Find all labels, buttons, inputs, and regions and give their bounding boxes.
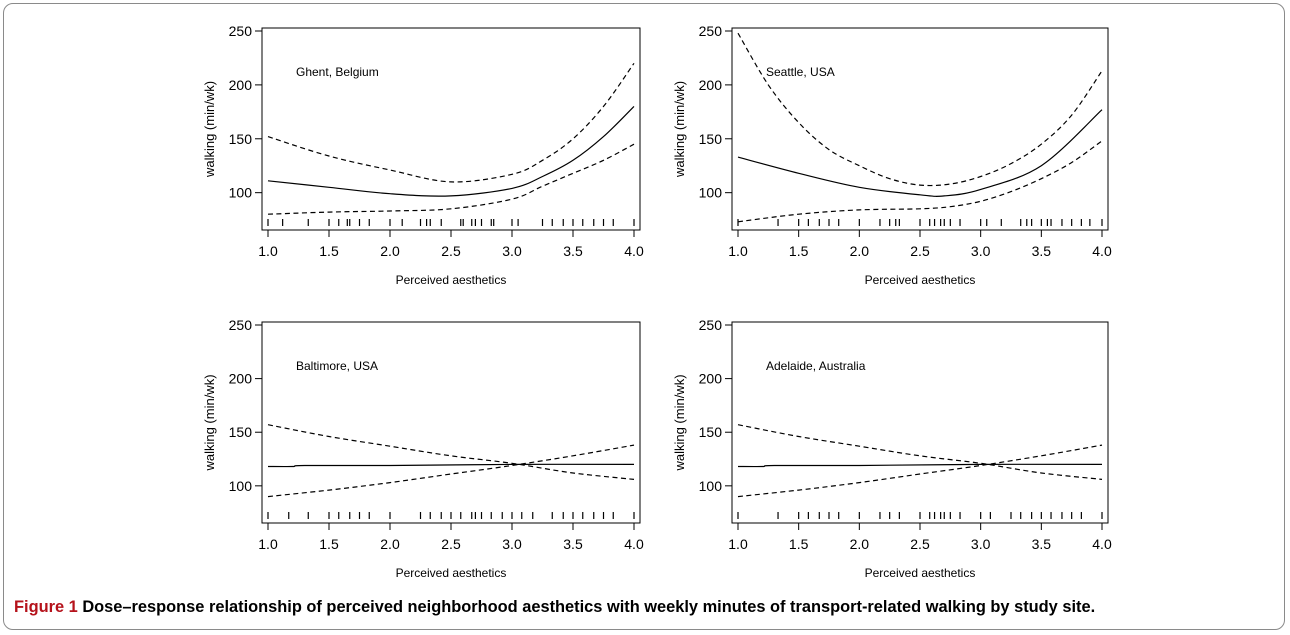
y-tick-label: 100: [699, 478, 723, 494]
x-tick-label: 3.0: [971, 243, 991, 259]
estimate-line: [267, 463, 635, 468]
x-tick-label: 2.0: [380, 243, 400, 259]
x-tick-label: 4.0: [624, 243, 644, 259]
y-tick-label: 250: [699, 23, 723, 39]
plot-frame: [261, 321, 641, 524]
upper-ci-line: [737, 32, 1103, 187]
x-axis-label: Perceived aesthetics: [396, 273, 507, 287]
x-tick-label: 1.5: [789, 243, 809, 259]
x-axis-label: Perceived aesthetics: [865, 566, 976, 580]
y-tick-label: 150: [699, 131, 723, 147]
x-tick-label: 3.0: [502, 536, 522, 552]
upper-ci-line: [267, 62, 635, 183]
x-tick-label: 2.5: [441, 536, 461, 552]
x-tick-label: 3.5: [1032, 243, 1052, 259]
y-tick-label: 150: [699, 424, 723, 440]
y-tick-label: 250: [699, 317, 723, 333]
y-tick-label: 200: [699, 371, 723, 387]
y-tick-label: 200: [229, 77, 253, 93]
estimate-line: [267, 105, 635, 197]
panel-label: Adelaide, Australia: [766, 359, 866, 373]
y-tick-label: 250: [229, 23, 253, 39]
x-tick-label: 3.5: [563, 536, 583, 552]
lower-ci-line: [737, 444, 1103, 498]
y-tick-label: 200: [229, 371, 253, 387]
y-tick-label: 250: [229, 317, 253, 333]
y-axis-label: walking (min/wk): [672, 374, 687, 471]
x-axis-label: Perceived aesthetics: [865, 273, 976, 287]
x-tick-label: 1.5: [319, 243, 339, 259]
x-axis-label: Perceived aesthetics: [396, 566, 507, 580]
panel-label: Seattle, USA: [766, 65, 835, 79]
y-axis-label: walking (min/wk): [672, 81, 687, 178]
x-tick-label: 2.0: [850, 243, 870, 259]
x-tick-label: 3.5: [1032, 536, 1052, 552]
x-tick-label: 1.0: [258, 243, 278, 259]
plot-frame: [731, 27, 1109, 231]
plot-frame: [731, 321, 1109, 524]
estimate-line: [737, 463, 1103, 468]
x-tick-label: 1.0: [728, 536, 748, 552]
y-tick-label: 150: [229, 131, 253, 147]
figure-frame: [3, 3, 1285, 630]
y-tick-label: 100: [699, 185, 723, 201]
estimate-line: [737, 109, 1103, 197]
x-tick-label: 3.0: [502, 243, 522, 259]
x-tick-label: 2.5: [910, 536, 930, 552]
figure-caption: Figure 1 Dose–response relationship of p…: [14, 598, 1284, 617]
chart-panel-ghent-belgium: 100 150 200 250 1.0 1.5 2.0 2.5 3.0 3.5 4.0 Perceiv…: [202, 23, 644, 287]
x-tick-label: 2.0: [850, 536, 870, 552]
x-tick-label: 2.5: [441, 243, 461, 259]
caption-label: Figure 1: [14, 598, 78, 616]
chart-panel-adelaide-australia: 100 150 200 250 1.0 1.5 2.0 2.5 3.0 3.5 4.0 Perceiv…: [672, 317, 1112, 580]
figure-panels: 100 150 200 250 1.0 1.5 2.0 2.5 3.0 3.5 4.0 Perceiv…: [202, 23, 1112, 580]
panel-label: Ghent, Belgium: [296, 65, 379, 79]
x-tick-label: 2.5: [910, 243, 930, 259]
x-tick-label: 4.0: [1092, 243, 1112, 259]
x-tick-label: 1.5: [319, 536, 339, 552]
upper-ci-line: [267, 424, 635, 480]
caption-text: Dose–response relationship of perceived …: [82, 598, 1096, 616]
x-tick-label: 1.5: [789, 536, 809, 552]
x-tick-label: 2.0: [380, 536, 400, 552]
y-tick-label: 100: [229, 185, 253, 201]
y-tick-label: 200: [699, 77, 723, 93]
lower-ci-line: [737, 140, 1103, 223]
y-tick-label: 100: [229, 478, 253, 494]
x-tick-label: 4.0: [1092, 536, 1112, 552]
y-axis-label: walking (min/wk): [202, 81, 217, 178]
y-axis-label: walking (min/wk): [202, 374, 217, 471]
x-tick-label: 4.0: [624, 536, 644, 552]
lower-ci-line: [267, 143, 635, 215]
panel-label: Baltimore, USA: [296, 359, 378, 373]
x-tick-label: 3.5: [563, 243, 583, 259]
chart-panel-baltimore-usa: 100 150 200 250 1.0 1.5 2.0 2.5 3.0 3.5 4.0 Perceiv…: [202, 317, 644, 580]
x-tick-label: 1.0: [728, 243, 748, 259]
x-tick-label: 1.0: [258, 536, 278, 552]
lower-ci-line: [267, 444, 635, 498]
x-tick-label: 3.0: [971, 536, 991, 552]
y-tick-label: 150: [229, 424, 253, 440]
upper-ci-line: [737, 424, 1103, 480]
chart-panel-seattle-usa: 100 150 200 250 1.0 1.5 2.0 2.5 3.0 3.5 4.0 Perceiv…: [672, 23, 1112, 287]
